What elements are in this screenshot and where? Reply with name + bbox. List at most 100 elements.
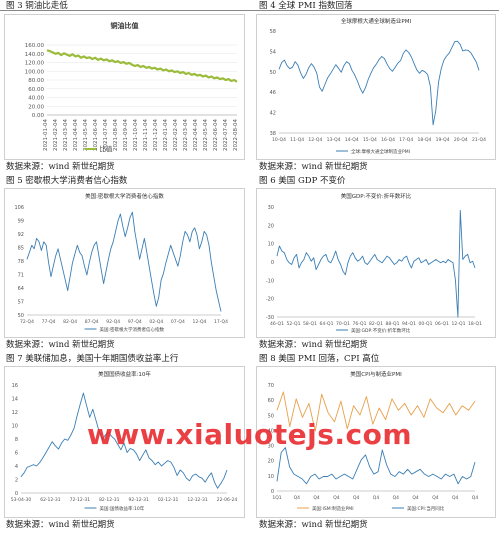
chart-title: 美国CPI与制造业PMI xyxy=(350,370,402,378)
y-tick-label: 78 xyxy=(18,259,24,265)
y-tick-label: 40.00 xyxy=(28,96,44,102)
y-tick-label: 99 xyxy=(18,219,24,225)
x-tick-label: Q4 xyxy=(373,495,380,501)
x-tick-label: 88-Q1 xyxy=(386,321,400,327)
y-tick-label: -10 xyxy=(266,278,274,284)
x-tick-label: 02-12-31 xyxy=(158,497,179,503)
x-tick-label: 12-Q4 xyxy=(192,319,206,325)
x-tick-label: 2021-05-04 xyxy=(83,119,89,151)
x-tick-label: 10-Q4 xyxy=(272,137,286,143)
x-tick-label: 2022-04-04 xyxy=(193,119,199,151)
legend-label: 美国:密歇根大学消费者信心指数 xyxy=(100,326,165,333)
chart-panel-pmi-cpi: 美国CPI与制造业PMI 0 10 20 30 40 50 60 70 1Q1 Q4 Q4 Q4 Q4 Q4… xyxy=(256,366,496,518)
series-line xyxy=(276,391,476,432)
y-tick-label: 4 xyxy=(15,464,18,470)
x-tick-label: 2022-02-04 xyxy=(173,119,179,151)
x-tick-label: 76-Q1 xyxy=(353,321,367,327)
y-tick-label: 160.00 xyxy=(25,43,45,49)
x-tick-label: 00-Q1 xyxy=(419,321,433,327)
y-tick-label: -20 xyxy=(266,297,274,303)
x-tick-label: 12-12-31 xyxy=(187,497,208,503)
y-tick-label: 6 xyxy=(15,451,18,457)
chart-panel-michigan: 美国:密歇根大学消费者信心指数 50 57 64 71 78 85 92 99 106 72-Q4 7… xyxy=(4,188,245,338)
global-pmi-chart: 全球摩根大通全球制造业PMI 38 42 46 50 54 58 10-Q4 11-Q4 12-Q… xyxy=(270,17,486,155)
x-tick-label: 2021-04-04 xyxy=(73,119,79,151)
top-rule xyxy=(0,10,499,11)
x-tick-label: 14-Q4 xyxy=(345,137,359,143)
x-tick-label: Q4 xyxy=(412,495,419,501)
y-tick-label: -30 xyxy=(266,315,274,321)
x-tick-label: 94-Q1 xyxy=(402,321,416,327)
x-tick-label: 2021-12-04 xyxy=(153,119,159,151)
y-tick-label: 57 xyxy=(18,300,24,306)
y-tick-label: 8 xyxy=(15,437,18,443)
x-tick-label: 62-12-31 xyxy=(40,497,61,503)
x-tick-label: 2021-08-04 xyxy=(113,119,119,151)
x-tick-label: 46-Q1 xyxy=(270,321,284,327)
y-tick-label: 140.00 xyxy=(25,52,45,58)
y-tick-label: 20 xyxy=(268,223,274,229)
x-tick-label: 06-Q1 xyxy=(435,321,449,327)
y-tick-label: 54 xyxy=(270,49,276,55)
chart-panel-gdp: 美国GDP:不变价:折年数环比 -30 -20 -10 0 10 20 30 46-Q1 52-Q… xyxy=(256,188,496,338)
source-note: 数据来源：wind 新世纪期货 xyxy=(259,340,368,350)
x-tick-label: 52-Q1 xyxy=(287,321,301,327)
y-tick-label: 64 xyxy=(18,286,24,292)
x-tick-label: 58-Q1 xyxy=(303,321,317,327)
caption-fig8: 图 8 美国 PMI 回落，CPI 高位 xyxy=(259,354,380,364)
x-tick-label: 87-Q4 xyxy=(85,319,99,325)
y-tick-label: 85 xyxy=(18,246,24,252)
x-tick-label: 1Q1 xyxy=(272,495,281,501)
x-tick-label: 2022-08-04 xyxy=(233,119,239,151)
x-tick-label: Q4 xyxy=(393,495,400,501)
chart-panel-global-pmi: 全球摩根大通全球制造业PMI 38 42 46 50 54 58 10-Q4 11-Q4 12-Q… xyxy=(256,14,496,160)
copper-oil-chart: 铜油比值 0.00 20.00 40.00 60.00 80.00 100.00 120.00… xyxy=(25,21,239,153)
y-tick-label: 2 xyxy=(15,478,18,484)
x-tick-label: 16-Q4 xyxy=(381,137,395,143)
legend-label: 美国:GDP:不变价:折年数环比 xyxy=(351,327,411,334)
x-tick-label: Q4 xyxy=(294,495,301,501)
chart-title: 美国:密歇根大学消费者信心指数 xyxy=(85,192,164,200)
y-tick-label: 12 xyxy=(12,410,18,416)
y-tick-label: 50 xyxy=(18,313,24,319)
y-tick-label: 16 xyxy=(12,383,18,389)
x-tick-label: 2021-01-04 xyxy=(43,119,49,151)
x-tick-label: 82-Q4 xyxy=(63,319,77,325)
chart-title: 美国国债收益率:10年 xyxy=(98,370,151,378)
legend-label: 比值 xyxy=(100,144,114,153)
x-tick-label: 2022-01-04 xyxy=(163,119,169,151)
series-line xyxy=(26,211,222,312)
x-tick-label: 2022-07-04 xyxy=(223,119,229,151)
x-tick-label: 21-Q4 xyxy=(472,137,486,143)
caption-fig6: 图 6 美国 GDP 不变价 xyxy=(259,176,346,186)
x-tick-label: 20-Q4 xyxy=(454,137,468,143)
x-tick-label: 02-Q4 xyxy=(149,319,163,325)
watermark-text: www.xialuotejs.com xyxy=(86,418,413,451)
y-tick-label: 30 xyxy=(268,444,274,450)
caption-fig4: 图 4 全球 PMI 指数回落 xyxy=(259,1,353,11)
x-tick-label: 97-Q4 xyxy=(128,319,142,325)
x-tick-label: 18-Q4 xyxy=(417,137,431,143)
legend-label: 全球:摩根大通全球制造业PMI xyxy=(351,148,410,155)
x-tick-label: 11-Q4 xyxy=(290,137,304,143)
x-tick-label: 2021-09-04 xyxy=(123,119,129,151)
series-line xyxy=(278,40,480,126)
x-tick-label: 2021-02-04 xyxy=(53,119,59,151)
chart-panel-copper-oil: 铜油比值 0.00 20.00 40.00 60.00 80.00 100.00 120.00… xyxy=(4,14,245,160)
x-tick-label: 13-Q4 xyxy=(327,137,341,143)
y-tick-label: 30 xyxy=(268,205,274,211)
x-tick-label: 2022-06-04 xyxy=(213,119,219,151)
x-tick-label: Q4 xyxy=(432,495,439,501)
source-note: 数据来源：wind 新世纪期货 xyxy=(6,162,115,172)
source-note: 数据来源：wind 新世纪期货 xyxy=(6,520,115,530)
y-tick-label: 0 xyxy=(15,491,18,497)
y-tick-label: 14 xyxy=(12,397,18,403)
y-tick-label: 20.00 xyxy=(28,104,44,110)
caption-fig5: 图 5 密歇根大学消费者信心指数 xyxy=(6,176,128,186)
y-tick-label: 40 xyxy=(268,428,274,434)
x-tick-label: Q4 xyxy=(353,495,360,501)
y-tick-label: 71 xyxy=(18,273,24,279)
source-note: 数据来源：wind 新世纪期货 xyxy=(259,520,368,530)
chart-title: 铜油比值 xyxy=(111,21,139,30)
x-tick-label: 82-Q1 xyxy=(369,321,383,327)
